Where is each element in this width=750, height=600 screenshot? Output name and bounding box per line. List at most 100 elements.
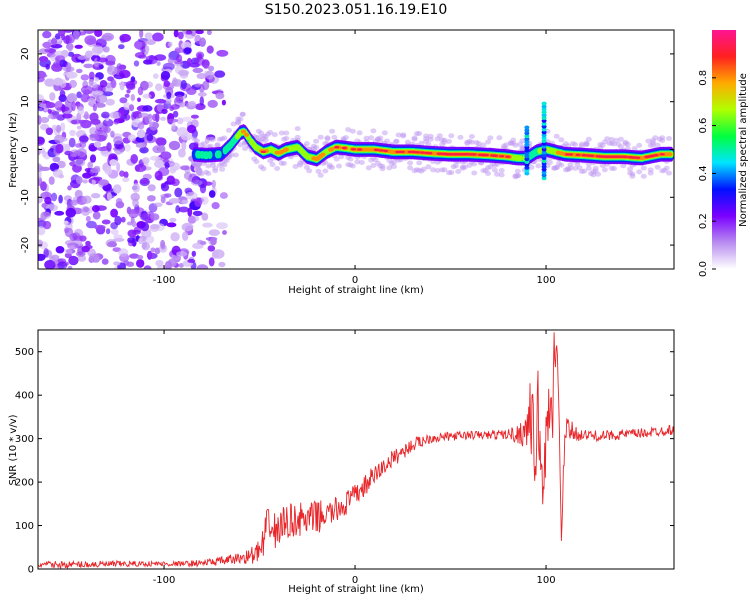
- noise-blob: [96, 146, 109, 152]
- ridge-halo: [503, 142, 510, 148]
- spike-cell: [541, 130, 547, 135]
- ridge-cell: [341, 146, 347, 150]
- noise-blob: [75, 143, 82, 148]
- noise-blob: [192, 67, 204, 73]
- ridge-halo: [221, 162, 228, 168]
- ridge-cell: [399, 150, 405, 154]
- ridge-halo: [430, 167, 436, 173]
- noise-blob: [155, 259, 164, 267]
- ridge-halo: [496, 135, 503, 141]
- spike-cell: [541, 133, 547, 138]
- noise-blob: [58, 94, 67, 102]
- ridge-cell: [653, 154, 659, 157]
- ridge-halo: [226, 127, 232, 133]
- spike-cell: [524, 142, 530, 147]
- noise-blob: [216, 222, 228, 230]
- snr-panel: -100 0 100 0 100 200 300 400 500 Height of strai…: [8, 329, 675, 595]
- noise-blob: [84, 35, 97, 45]
- ridge-cell: [329, 147, 335, 151]
- y-tick-label: 300: [15, 434, 34, 445]
- noise-blob: [76, 68, 83, 74]
- spike-cell: [541, 161, 547, 166]
- noise-blob: [139, 146, 149, 154]
- ridge-halo: [572, 142, 579, 147]
- snr-marks: [38, 332, 674, 569]
- noise-blob: [119, 69, 131, 79]
- y-tick-label: -20: [20, 237, 31, 253]
- noise-blob: [51, 192, 58, 202]
- noise-blob: [81, 245, 90, 253]
- noise-blob: [39, 166, 51, 171]
- noise-blob: [134, 52, 146, 59]
- noise-blob: [101, 35, 113, 41]
- noise-blob: [58, 194, 63, 204]
- ridge-halo: [617, 136, 624, 142]
- noise-blob: [192, 242, 204, 249]
- ridge-halo: [452, 163, 459, 169]
- ridge-cell: [216, 150, 222, 159]
- noise-blob: [199, 84, 205, 93]
- noise-blob: [69, 149, 81, 157]
- noise-blob: [194, 56, 205, 66]
- ridge-halo: [214, 143, 221, 149]
- noise-blob: [44, 259, 56, 269]
- noise-blob: [211, 202, 220, 210]
- noise-blob: [108, 240, 117, 247]
- noise-blob: [51, 124, 58, 131]
- noise-blob: [85, 50, 93, 58]
- noise-blob: [181, 132, 193, 141]
- spike-cell: [524, 151, 530, 156]
- noise-blob: [78, 135, 89, 143]
- noise-blob: [54, 210, 65, 216]
- noise-blob: [136, 259, 145, 268]
- noise-blob: [104, 167, 113, 175]
- noise-blob: [166, 91, 172, 100]
- noise-blob: [186, 57, 192, 66]
- noise-blob: [163, 80, 171, 88]
- noise-blob: [135, 142, 146, 148]
- ridge-halo: [583, 142, 590, 147]
- noise-blob: [180, 79, 187, 90]
- noise-blob: [76, 125, 82, 130]
- noise-blob: [164, 260, 173, 269]
- ridge-halo: [237, 116, 244, 122]
- noise-blob: [164, 193, 172, 198]
- ridge-halo: [315, 168, 322, 174]
- y-tick-label: 400: [15, 391, 34, 402]
- ridge-cell: [499, 155, 505, 158]
- noise-blob: [67, 42, 73, 52]
- ridge-halo: [553, 133, 560, 139]
- spike-cell: [541, 121, 547, 126]
- y-tick-label: 200: [15, 478, 34, 489]
- noise-blob: [141, 242, 151, 251]
- ridge-halo: [381, 130, 388, 136]
- noise-blob: [166, 222, 177, 228]
- ridge-cell: [320, 152, 326, 157]
- noise-blob: [58, 137, 68, 142]
- ridge-halo: [666, 170, 672, 176]
- noise-blob: [186, 87, 197, 95]
- ridge-halo: [471, 161, 478, 167]
- noise-blob: [105, 60, 116, 66]
- noise-blob: [57, 160, 66, 169]
- ridge-halo: [331, 134, 338, 140]
- noise-blob: [38, 94, 45, 103]
- spike-cell: [541, 110, 547, 115]
- noise-blob: [150, 224, 160, 230]
- ridge-halo: [535, 163, 542, 169]
- ridge-cell: [667, 152, 673, 157]
- noise-blob: [152, 73, 159, 79]
- noise-blob: [85, 240, 91, 247]
- ridge-halo: [599, 163, 606, 168]
- noise-blob: [101, 219, 111, 225]
- x-tick-label: -100: [153, 575, 176, 586]
- ridge-halo: [485, 171, 491, 176]
- noise-blob: [91, 193, 101, 199]
- noise-blob: [137, 122, 145, 130]
- ridge-halo: [368, 135, 375, 141]
- noise-blob: [152, 32, 164, 42]
- noise-blob: [156, 137, 167, 147]
- noise-blob: [65, 207, 77, 218]
- spike-cell: [541, 159, 547, 163]
- ridge-cell: [357, 148, 363, 151]
